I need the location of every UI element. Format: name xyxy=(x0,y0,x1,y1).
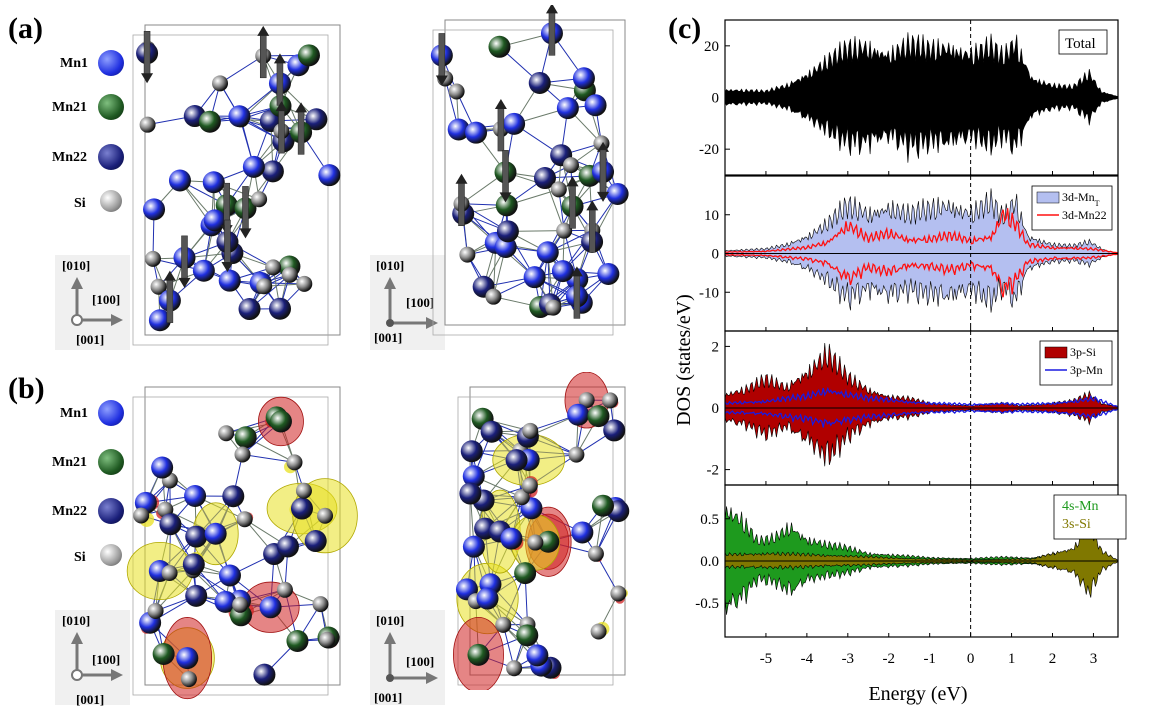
dos-series-0-0-up xyxy=(725,32,1118,98)
y-tick-label: -10 xyxy=(699,285,719,301)
x-tick-label: -5 xyxy=(760,651,773,667)
y-tick-label: 0 xyxy=(712,91,720,107)
y-tick-label: 0 xyxy=(712,247,720,263)
y-tick-label: 0.0 xyxy=(700,554,719,570)
legend-entry: 3d-MnT xyxy=(1062,190,1100,208)
x-tick-label: -3 xyxy=(842,651,855,667)
axis-arrows-icon xyxy=(384,632,438,684)
si-atom-icon xyxy=(100,190,122,212)
axis-label-100: [100] xyxy=(406,295,435,310)
axis-label-001: [001] xyxy=(76,332,105,347)
crystal-structure-a-right xyxy=(430,5,629,336)
legend-entry: Total xyxy=(1065,36,1096,52)
dos-chart: DOS (states/eV) Energy (eV) 200-20Total1… xyxy=(673,19,1127,705)
legend-label-mn21: Mn21 xyxy=(52,455,87,470)
y-tick-label: 2 xyxy=(712,339,720,355)
axis-label-001: [001] xyxy=(374,330,403,345)
legend-entry: 4s-Mn xyxy=(1062,499,1099,514)
x-tick-label: 3 xyxy=(1090,651,1098,667)
x-tick-label: 1 xyxy=(1008,651,1016,667)
dos-series-3-1-up xyxy=(725,519,1118,562)
axis-label-001: [001] xyxy=(76,692,105,707)
dos-series-2-1-down xyxy=(725,408,1118,428)
dos-series-1-1-down xyxy=(725,253,1118,298)
dos-series-1-1-up xyxy=(725,208,1118,254)
dos-series-1-0-down xyxy=(725,253,1118,313)
dos-subplot-0: 20 0 -20 Total xyxy=(699,19,1119,176)
legend-2: 3p-Si 3p-Mn xyxy=(1039,340,1113,386)
axis-label-100: [100] xyxy=(406,654,435,669)
panel-label-b: (b) xyxy=(8,372,45,405)
x-axis-label: Energy (eV) xyxy=(868,683,967,705)
axis-label-010: [010] xyxy=(376,258,405,273)
legend-label-mn22: Mn22 xyxy=(52,504,87,519)
axis-arrows-icon xyxy=(71,632,123,681)
spin-density-b-right xyxy=(453,372,630,690)
mn21-atom-icon xyxy=(98,449,124,475)
mn22-atom-icon xyxy=(98,498,124,524)
legend-entry: 3p-Mn xyxy=(1070,363,1103,377)
dos-subplot-3: 0.5 0.0 -0.5 4s-Mn 3s-Si xyxy=(695,484,1127,638)
legend-0: Total xyxy=(1058,29,1108,55)
axis-label-100: [100] xyxy=(92,652,121,667)
mn21-atom-icon xyxy=(98,94,124,120)
mn22-atom-icon xyxy=(98,144,124,170)
dos-series-3-1-down xyxy=(725,560,1118,598)
legend-swatch xyxy=(1044,346,1068,359)
dos-series-0-0-down xyxy=(725,97,1118,163)
dos-series-2-1-up xyxy=(725,386,1118,408)
legend-label-mn22: Mn22 xyxy=(52,150,87,165)
y-tick-label: 0.5 xyxy=(700,512,719,528)
x-tick-label: 2 xyxy=(1049,651,1057,667)
mn1-atom-icon xyxy=(98,400,124,426)
dos-subplot-2: 2 0 -2 3p-Si 3p-Mn xyxy=(707,330,1119,486)
si-atom-icon xyxy=(100,544,122,566)
axis-label-001: [001] xyxy=(374,690,403,705)
y-tick-label: -20 xyxy=(699,142,719,158)
dos-series-2-0-down xyxy=(725,407,1118,467)
x-tick-label: -4 xyxy=(801,651,814,667)
axis-label-010: [010] xyxy=(62,258,91,273)
legend-label-mn1: Mn1 xyxy=(60,406,88,421)
legend-3: 4s-Mn 3s-Si xyxy=(1053,494,1127,540)
mn1-atom-icon xyxy=(98,50,124,76)
axis-label-010: [010] xyxy=(376,613,405,628)
legend-swatch xyxy=(1036,191,1060,204)
dos-series-3-0-down xyxy=(725,560,1118,615)
panel-label-c: (c) xyxy=(668,12,702,45)
x-tick-label: -1 xyxy=(923,651,936,667)
legend-entry: 3s-Si xyxy=(1062,517,1091,532)
panel-label-a: (a) xyxy=(8,12,43,45)
legend-entry: 3d-Mn22 xyxy=(1062,208,1107,222)
y-tick-label: 0 xyxy=(712,401,720,417)
dos-series-3-0-up xyxy=(725,506,1118,562)
axis-label-100: [100] xyxy=(92,292,121,307)
axis-label-010: [010] xyxy=(62,613,91,628)
x-tick-label: -2 xyxy=(883,651,896,667)
axis-arrows-icon xyxy=(384,277,438,329)
crystal-structure-a-left xyxy=(132,24,341,346)
y-tick-label: 10 xyxy=(704,208,719,224)
spin-density-b-left xyxy=(126,386,358,700)
y-tick-label: -0.5 xyxy=(695,596,719,612)
legend-label-mn1: Mn1 xyxy=(60,56,88,71)
legend-label-si: Si xyxy=(74,550,86,565)
y-tick-label: 20 xyxy=(704,39,719,55)
y-tick-label: -2 xyxy=(707,463,720,479)
x-tick-label: 0 xyxy=(967,651,975,667)
legend-entry: 3p-Si xyxy=(1070,345,1097,359)
legend-label-si: Si xyxy=(74,196,86,211)
dos-series-2-0-up xyxy=(725,343,1118,409)
y-axis-label: DOS (states/eV) xyxy=(673,294,695,426)
legend-label-mn21: Mn21 xyxy=(52,100,87,115)
axis-arrows-icon xyxy=(71,277,123,326)
